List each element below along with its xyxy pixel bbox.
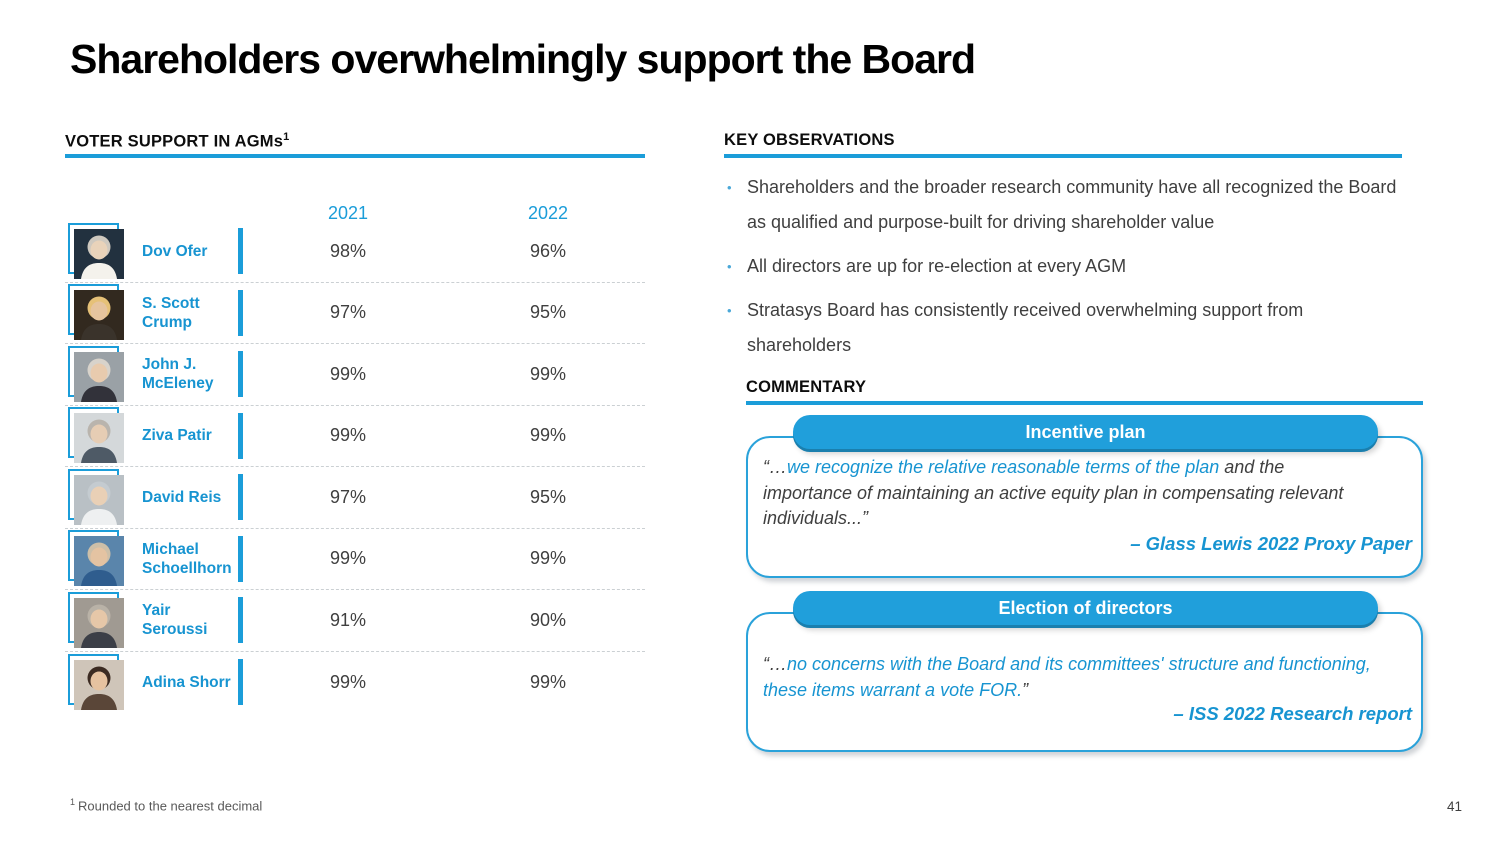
footnote-marker: 1 [70,797,76,807]
column-header-2022: 2022 [527,203,569,223]
table-row: John J. McEleney 99% 99% [65,344,645,406]
director-name: Adina Shorr [142,673,231,691]
avatar [74,597,124,648]
director-photo [68,284,128,341]
support-2022: 95% [529,486,567,507]
director-name: Michael Schoellhorn [142,540,232,577]
table-row: Ziva Patir 99% 99% [65,406,645,467]
voter-support-underline [65,154,645,158]
key-observations-underline [724,154,1402,158]
director-photo [68,530,128,587]
footnote: 1 Rounded to the nearest decimal [70,797,262,813]
avatar [74,536,124,587]
director-name: Yair Seroussi [142,602,208,639]
bullet-text: Stratasys Board has consistently receive… [747,300,1304,355]
support-2021: 99% [329,671,367,692]
quote-rest: and the importance of maintaining an act… [763,457,1344,528]
director-name: Ziva Patir [142,427,212,445]
quote-attribution: – Glass Lewis 2022 Proxy Paper [1130,533,1412,554]
avatar [74,474,124,525]
support-2021: 99% [329,425,367,446]
voter-support-table: Dov Ofer 98% 96% S. Scott Crump 97% 95% … [65,221,645,713]
avatar [74,351,124,402]
page-number: 41 [1446,799,1462,814]
director-photo [68,591,128,649]
table-row: S. Scott Crump 97% 95% [65,283,645,344]
avatar [74,228,124,279]
commentary-box-election-of-directors [746,612,1423,752]
divider-bar [238,228,243,275]
support-2022: 95% [529,302,567,323]
avatar [74,290,124,341]
table-row: David Reis 97% 95% [65,467,645,529]
quote-prefix: “… [763,654,787,674]
commentary-underline [746,401,1423,405]
bullet-icon: • [727,259,732,274]
support-2022: 99% [529,363,567,384]
footnote-text: Rounded to the nearest decimal [78,798,263,814]
support-2021: 91% [329,609,367,630]
support-2021: 99% [329,548,367,569]
table-row: Yair Seroussi 91% 90% [65,590,645,652]
column-header-2021: 2021 [327,203,369,223]
divider-bar [238,659,243,706]
footnote-marker-ref: 1 [283,131,290,143]
divider-bar [238,351,243,398]
director-photo [68,653,128,711]
director-name: David Reis [142,488,222,506]
voter-support-heading: VOTER SUPPORT IN AGMs1 [65,131,289,152]
support-2021: 98% [329,240,367,261]
quote-highlight: no concerns with the Board and its commi… [763,654,1371,700]
director-name: Dov Ofer [142,242,208,260]
quote-rest: ” [1022,679,1029,700]
avatar [74,659,124,710]
director-photo [68,222,128,280]
divider-bar [238,412,243,459]
avatar [74,413,124,464]
bullet-icon: • [727,303,732,318]
quote-highlight: we recognize the relative reasonable ter… [787,457,1220,477]
support-2022: 99% [529,548,567,569]
quote-text: “…no concerns with the Board and its com… [763,652,1375,703]
list-item: • Shareholders and the broader research … [724,170,1399,240]
commentary-heading: COMMENTARY [746,378,867,396]
support-2021: 99% [329,363,367,384]
bullet-text: All directors are up for re-election at … [747,256,1127,276]
director-photo [68,468,128,526]
bullet-text: Shareholders and the broader research co… [747,177,1397,232]
director-photo [68,407,128,464]
key-observations-list: • Shareholders and the broader research … [724,170,1404,372]
table-column-headers: 2021 2022 [65,203,645,224]
list-item: • All directors are up for re-election a… [724,249,1399,284]
commentary-box-incentive-plan [746,436,1423,578]
divider-bar [238,535,243,582]
quote-text: “…we recognize the relative reasonable t… [763,455,1375,532]
support-2021: 97% [329,486,367,507]
quote-attribution: – ISS 2022 Research report [1173,703,1412,724]
director-name: John J. McEleney [142,356,214,393]
key-observations-heading: KEY OBSERVATIONS [724,131,895,149]
list-item: • Stratasys Board has consistently recei… [724,293,1399,363]
callout-pill-incentive-plan: Incentive plan [793,415,1378,449]
callout-pill-election-of-directors: Election of directors [793,591,1378,625]
bullet-icon: • [727,180,732,195]
voter-support-heading-text: VOTER SUPPORT IN AGMs [65,132,284,151]
support-2022: 99% [529,671,567,692]
support-2022: 90% [529,609,567,630]
divider-bar [238,474,243,521]
table-row: Dov Ofer 98% 96% [65,221,645,283]
table-row: Michael Schoellhorn 99% 99% [65,529,645,590]
support-2022: 96% [529,240,567,261]
divider-bar [238,289,243,336]
quote-prefix: “… [763,457,787,477]
table-row: Adina Shorr 99% 99% [65,652,645,714]
director-photo [68,345,128,403]
support-2021: 97% [329,302,367,323]
director-name: S. Scott Crump [142,294,200,331]
divider-bar [238,597,243,644]
support-2022: 99% [529,425,567,446]
page-title: Shareholders overwhelmingly support the … [70,36,976,82]
